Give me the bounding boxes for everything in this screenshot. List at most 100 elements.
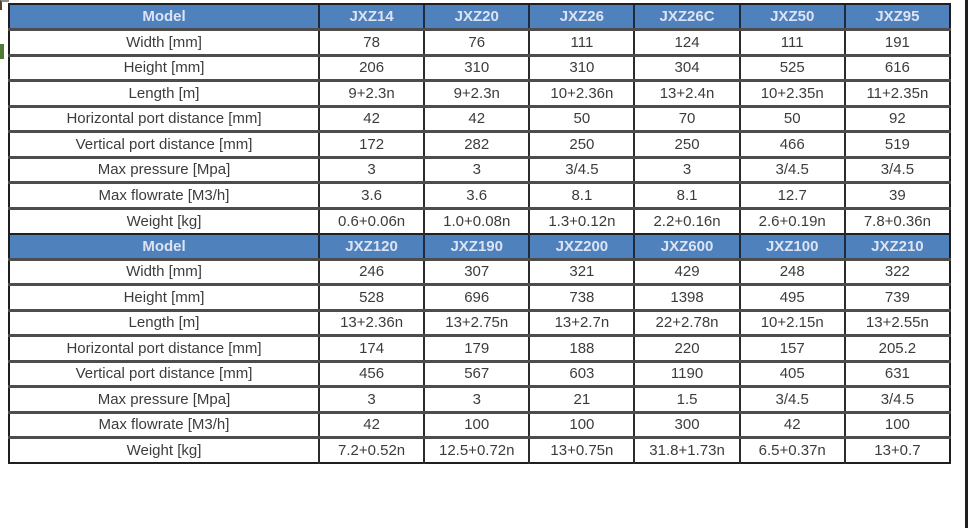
model-header-label: Model — [9, 3, 319, 31]
row-label: Max pressure [Mpa] — [9, 155, 319, 183]
value-cell: 13+0.75n — [528, 436, 635, 463]
value-cell: 1398 — [633, 283, 740, 310]
table-row: Height [mm] 206 310 310 304 525 616 — [9, 53, 950, 81]
model-header-row-2: Model JXZ120 JXZ190 JXZ200 JXZ600 JXZ100 JXZ21… — [9, 232, 950, 260]
value-cell: 603 — [528, 359, 635, 387]
table-row: Width [mm] 246 307 321 429 248 322 — [9, 257, 950, 285]
value-cell: 528 — [317, 283, 425, 310]
table-row: Height [mm] 528 696 738 1398 495 739 — [9, 283, 950, 310]
table-row: Horizontal port distance [mm] 42 42 50 70 50 9… — [9, 104, 950, 132]
value-cell: 39 — [843, 181, 950, 208]
value-cell: 3/4.5 — [528, 155, 635, 183]
value-cell: 205.2 — [843, 334, 950, 361]
value-cell: 495 — [738, 283, 845, 310]
row-label: Max flowrate [M3/h] — [9, 181, 319, 208]
value-cell: 13+2.75n — [423, 308, 530, 336]
value-cell: 1.5 — [633, 385, 740, 412]
spec-table: Model JXZ14 JXZ20 JXZ26 JXZ26C JXZ50 JXZ95 Widt… — [8, 3, 951, 464]
value-cell: 100 — [528, 410, 635, 438]
value-cell: 3.6 — [423, 181, 530, 208]
table-row: Length [m] 9+2.3n 9+2.3n 10+2.36n 13+2.4n 10+… — [9, 79, 950, 106]
model-name: JXZ120 — [317, 232, 425, 260]
table-row: Max pressure [Mpa] 3 3 3/4.5 3 3/4.5 3/4.5 — [9, 155, 950, 183]
value-cell: 7.8+0.36n — [843, 206, 950, 234]
value-cell: 3 — [317, 155, 425, 183]
model-name: JXZ600 — [633, 232, 740, 260]
value-cell: 42 — [317, 410, 425, 438]
model-name: JXZ190 — [423, 232, 530, 260]
value-cell: 246 — [317, 257, 425, 285]
value-cell: 322 — [843, 257, 950, 285]
value-cell: 157 — [738, 334, 845, 361]
value-cell: 405 — [738, 359, 845, 387]
value-cell: 111 — [738, 28, 845, 55]
value-cell: 3 — [423, 155, 530, 183]
row-label: Width [mm] — [9, 257, 319, 285]
value-cell: 3/4.5 — [738, 385, 845, 412]
value-cell: 50 — [528, 104, 635, 132]
model-name: JXZ26C — [633, 3, 740, 31]
table-row: Horizontal port distance [mm] 174 179 188 22… — [9, 334, 950, 361]
value-cell: 42 — [423, 104, 530, 132]
value-cell: 8.1 — [528, 181, 635, 208]
value-cell: 300 — [633, 410, 740, 438]
model-name: JXZ200 — [528, 232, 635, 260]
row-label: Width [mm] — [9, 28, 319, 55]
value-cell: 310 — [423, 53, 530, 81]
model-name: JXZ210 — [843, 232, 950, 260]
value-cell: 191 — [843, 28, 950, 55]
table-row: Weight [kg] 7.2+0.52n 12.5+0.72n 13+0.75n 31… — [9, 436, 950, 463]
row-label: Horizontal port distance [mm] — [9, 104, 319, 132]
table-row: Width [mm] 78 76 111 124 111 191 — [9, 28, 950, 55]
value-cell: 282 — [423, 130, 530, 157]
model-name: JXZ20 — [423, 3, 530, 31]
value-cell: 3/4.5 — [843, 155, 950, 183]
value-cell: 6.5+0.37n — [738, 436, 845, 463]
value-cell: 3 — [423, 385, 530, 412]
table-row: Vertical port distance [mm] 456 567 603 1190… — [9, 359, 950, 387]
value-cell: 13+2.36n — [317, 308, 425, 336]
model-header-label: Model — [9, 232, 319, 260]
value-cell: 1190 — [633, 359, 740, 387]
value-cell: 206 — [317, 53, 425, 81]
value-cell: 50 — [738, 104, 845, 132]
value-cell: 567 — [423, 359, 530, 387]
value-cell: 2.6+0.19n — [738, 206, 845, 234]
value-cell: 12.7 — [738, 181, 845, 208]
value-cell: 179 — [423, 334, 530, 361]
value-cell: 3 — [633, 155, 740, 183]
value-cell: 111 — [528, 28, 635, 55]
value-cell: 9+2.3n — [423, 79, 530, 106]
value-cell: 525 — [738, 53, 845, 81]
value-cell: 429 — [633, 257, 740, 285]
table-row: Max flowrate [M3/h] 3.6 3.6 8.1 8.1 12.7 39 — [9, 181, 950, 208]
row-label: Weight [kg] — [9, 436, 319, 463]
row-label: Vertical port distance [mm] — [9, 130, 319, 157]
value-cell: 7.2+0.52n — [317, 436, 425, 463]
value-cell: 172 — [317, 130, 425, 157]
value-cell: 124 — [633, 28, 740, 55]
value-cell: 10+2.15n — [738, 308, 845, 336]
spec-table-body: Model JXZ14 JXZ20 JXZ26 JXZ26C JXZ50 JXZ95 Widt… — [9, 3, 950, 463]
value-cell: 321 — [528, 257, 635, 285]
model-name: JXZ50 — [738, 3, 845, 31]
value-cell: 1.0+0.08n — [423, 206, 530, 234]
row-label: Length [m] — [9, 308, 319, 336]
value-cell: 100 — [423, 410, 530, 438]
value-cell: 3.6 — [317, 181, 425, 208]
row-label: Height [mm] — [9, 283, 319, 310]
value-cell: 42 — [317, 104, 425, 132]
value-cell: 188 — [528, 334, 635, 361]
model-header-row-1: Model JXZ14 JXZ20 JXZ26 JXZ26C JXZ50 JXZ95 — [9, 3, 950, 31]
value-cell: 13+2.55n — [843, 308, 950, 336]
row-label: Weight [kg] — [9, 206, 319, 234]
table-row: Length [m] 13+2.36n 13+2.75n 13+2.7n 22+2.78… — [9, 308, 950, 336]
model-name: JXZ14 — [317, 3, 425, 31]
value-cell: 13+2.4n — [633, 79, 740, 106]
row-label: Length [m] — [9, 79, 319, 106]
value-cell: 1.3+0.12n — [528, 206, 635, 234]
value-cell: 250 — [633, 130, 740, 157]
value-cell: 456 — [317, 359, 425, 387]
table-row: Max flowrate [M3/h] 42 100 100 300 42 100 — [9, 410, 950, 438]
